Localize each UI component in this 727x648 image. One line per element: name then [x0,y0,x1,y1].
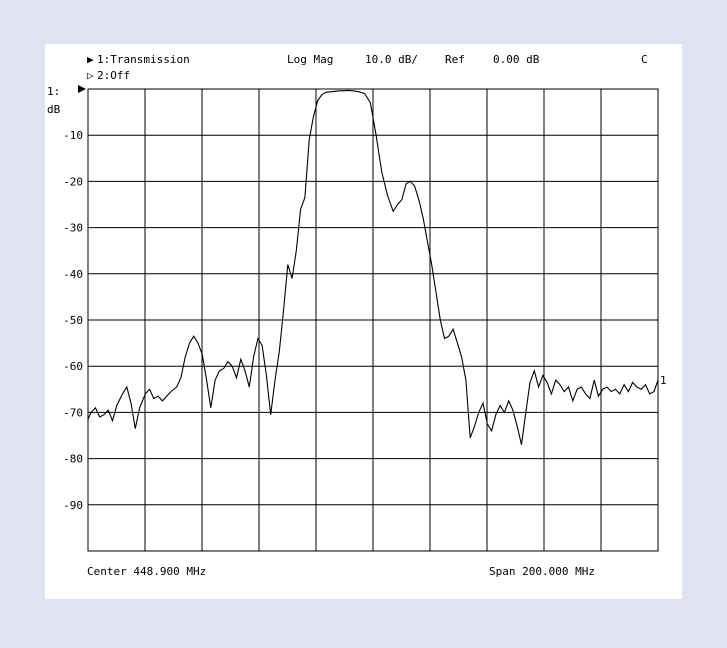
chart-panel: ▶ 1:Transmission Log Mag 10.0 dB/ Ref 0.… [45,44,682,599]
y-tick-label: -70 [63,406,83,419]
y-tick-label: -80 [63,453,83,466]
trace-end-label: 1 [660,374,667,387]
y-tick-label: -40 [63,268,83,281]
ref-label: Ref [445,53,465,66]
trace2-label: 2:Off [97,69,130,82]
span-label: Span 200.000 MHz [489,565,595,578]
reference-marker-icon [78,85,86,93]
status-indicator: C [641,53,648,66]
y-tick-label: -90 [63,499,83,512]
y-tick-label: -60 [63,360,83,373]
transmission-chart: ▶ 1:Transmission Log Mag 10.0 dB/ Ref 0.… [47,53,667,578]
grid [87,88,659,552]
y-tick-label: -10 [63,129,83,142]
format-label: Log Mag [287,53,333,66]
scale-label: 10.0 dB/ [365,53,418,66]
ref-value: 0.00 dB [493,53,540,66]
trace1-marker: ▶ [87,53,94,66]
trace-1-line [87,89,659,445]
trace2-marker: ▷ [87,69,94,82]
y-tick-label: -30 [63,222,83,235]
reference-position-label: 1: [47,85,60,98]
y-tick-labels: -10 -20 -30 -40 -50 -60 -70 -80 -90 [63,129,83,512]
y-tick-label: -20 [63,175,83,188]
center-frequency-label: Center 448.900 MHz [87,565,206,578]
trace1-label: 1:Transmission [97,53,190,66]
y-tick-label: -50 [63,314,83,327]
y-axis-unit: dB [47,103,61,116]
